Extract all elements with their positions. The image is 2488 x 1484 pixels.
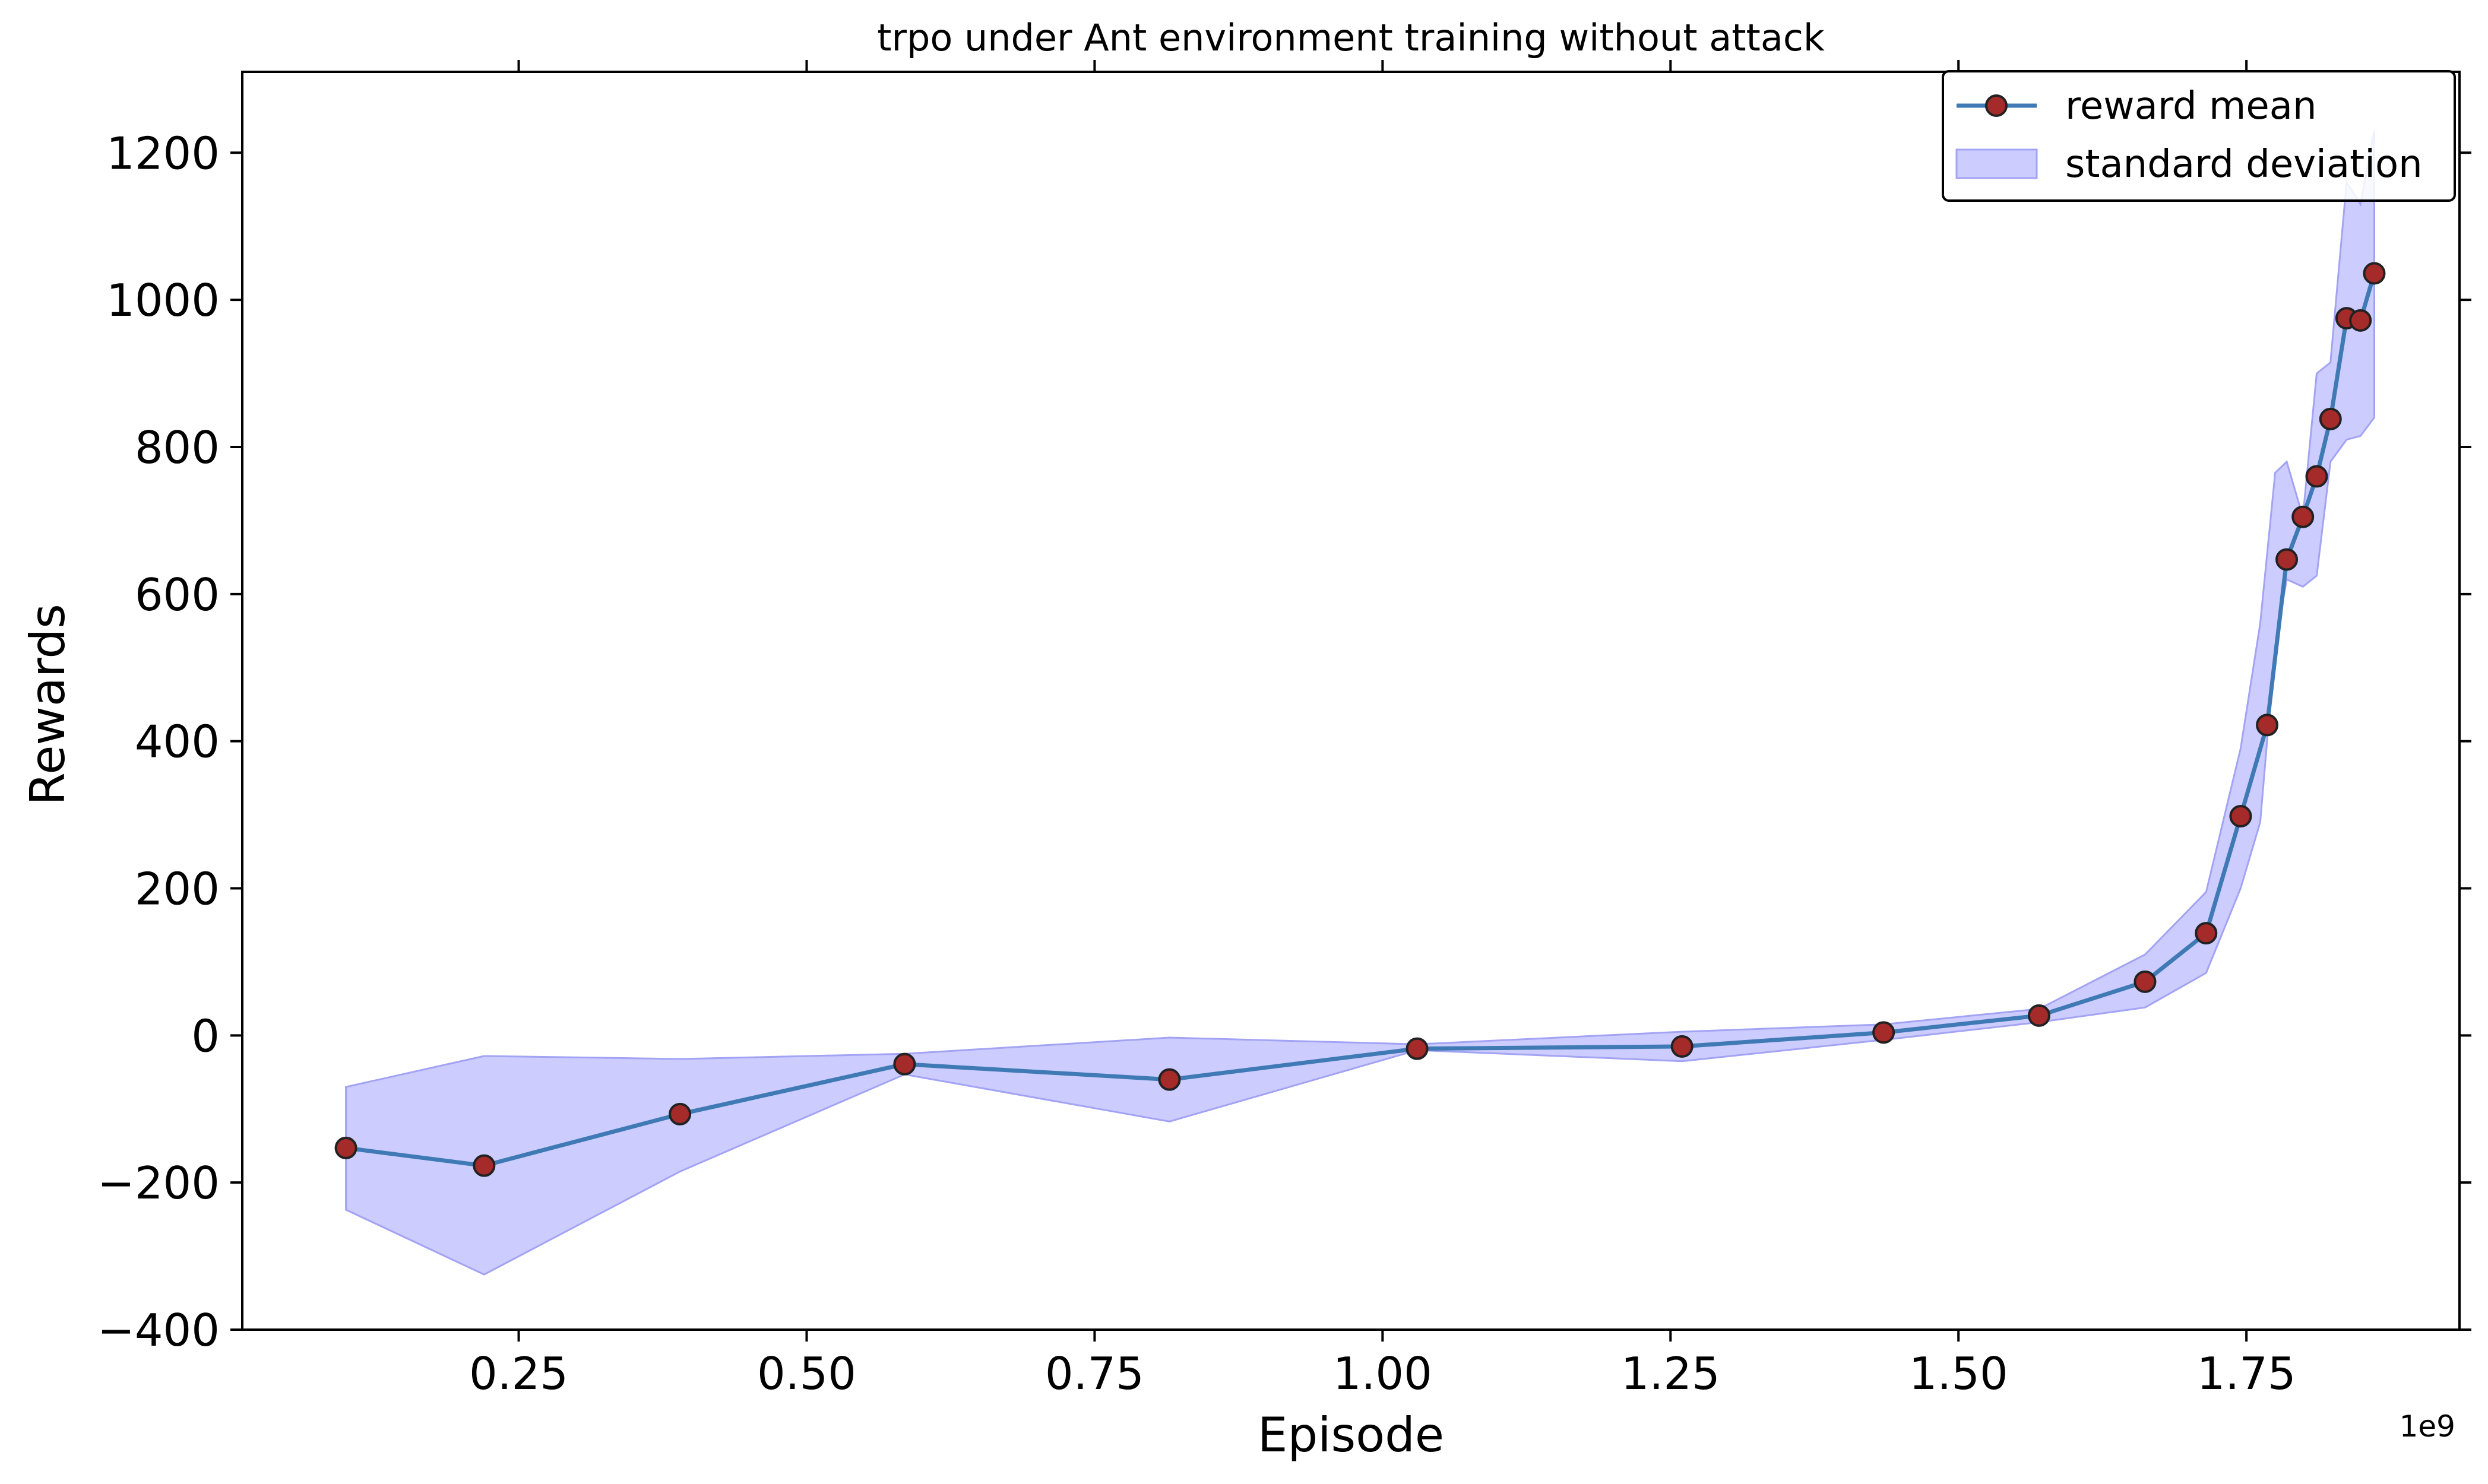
reward-mean-marker — [2349, 309, 2372, 332]
reward-mean-line — [346, 272, 2376, 1168]
chart-title: trpo under Ant environment training with… — [877, 16, 1825, 59]
reward-mean-marker — [1670, 1035, 1694, 1058]
reward-mean-marker — [2229, 805, 2252, 828]
reward-mean-marker — [2291, 505, 2315, 528]
y-tick-label: 0 — [191, 1010, 220, 1062]
standard-deviation-band — [345, 130, 2375, 1276]
reward-mean-marker — [2363, 262, 2386, 285]
legend: reward mean standard deviation — [1942, 70, 2456, 202]
x-tick-label: 0.25 — [469, 1347, 568, 1400]
legend-label-reward-mean: reward mean — [2065, 84, 2317, 128]
plot-frame — [241, 71, 2461, 1331]
y-tick-label: 600 — [135, 569, 220, 621]
reward-mean-marker — [2256, 714, 2279, 737]
y-tick-label: 800 — [135, 421, 220, 474]
x-tick-label: 0.50 — [757, 1347, 856, 1400]
legend-label-standard-deviation: standard deviation — [2065, 142, 2423, 186]
y-axis-label: Rewards — [20, 604, 75, 806]
reward-mean-marker — [1158, 1068, 1181, 1091]
plot-area — [334, 130, 2386, 1276]
reward-mean-marker — [1872, 1021, 1895, 1044]
reward-mean-marker — [669, 1102, 692, 1125]
reward-mean-marker — [2195, 922, 2218, 945]
reward-mean-marker — [2134, 970, 2157, 993]
y-tick-label: −400 — [97, 1304, 220, 1356]
y-axis-ticks: −400 −200 0 200 400 600 800 1000 1200 — [97, 127, 2471, 1356]
y-tick-label: 200 — [135, 863, 220, 915]
legend-box — [1942, 70, 2456, 202]
legend-band-swatch — [1955, 148, 2038, 179]
y-tick-label: 1000 — [106, 274, 220, 326]
reward-mean-marker — [1406, 1037, 1429, 1060]
reward-mean-marker — [2027, 1004, 2050, 1027]
x-tick-label: 1.25 — [1621, 1347, 1720, 1400]
x-axis-ticks: 0.25 0.50 0.75 1.00 1.25 1.50 1.75 — [469, 60, 2296, 1400]
x-axis-offset-label: 1e9 — [2400, 1409, 2455, 1444]
x-tick-label: 1.75 — [2197, 1347, 2296, 1400]
reward-mean-marker — [2319, 407, 2342, 430]
y-tick-label: 400 — [135, 716, 220, 768]
x-tick-label: 1.50 — [1909, 1347, 2008, 1400]
x-tick-label: 1.00 — [1333, 1347, 1432, 1400]
reward-mean-markers — [334, 262, 2386, 1177]
x-tick-label: 0.75 — [1045, 1347, 1144, 1400]
reward-mean-marker — [334, 1136, 357, 1159]
reward-mean-marker — [893, 1052, 916, 1076]
y-tick-label: 1200 — [106, 127, 220, 179]
x-axis-label: Episode — [1258, 1407, 1444, 1463]
reward-mean-marker — [473, 1154, 496, 1177]
y-tick-label: −200 — [97, 1157, 220, 1209]
reward-mean-marker — [2275, 548, 2299, 571]
legend-marker-swatch — [1985, 94, 2008, 117]
reward-mean-marker — [2305, 465, 2328, 488]
